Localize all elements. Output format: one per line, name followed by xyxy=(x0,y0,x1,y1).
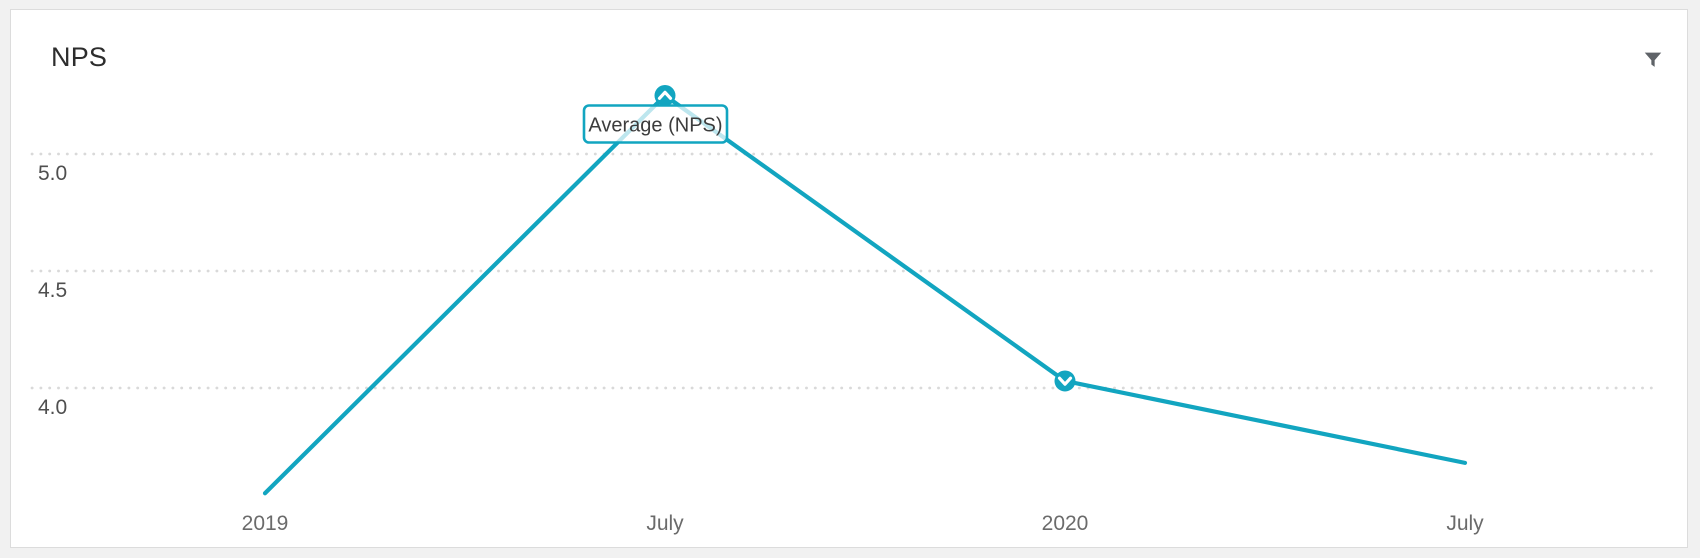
y-axis-tick-label: 5.0 xyxy=(38,162,67,185)
x-axis-tick-label: 2019 xyxy=(242,512,289,535)
chart-title: NPS xyxy=(51,42,108,72)
x-axis-tick-label: July xyxy=(646,512,684,535)
y-axis-tick-label: 4.0 xyxy=(38,396,67,419)
circle-chevron-up-icon xyxy=(657,90,673,100)
tooltip-box xyxy=(582,104,729,144)
circle-chevron-down-marker[interactable] xyxy=(1054,370,1076,392)
x-axis-tick-label: July xyxy=(1446,512,1484,535)
circle-chevron-down-icon xyxy=(1057,376,1073,386)
circle-chevron-up-marker[interactable] xyxy=(654,85,676,106)
filter-button[interactable] xyxy=(1640,47,1666,73)
y-axis-tick-label: 4.5 xyxy=(38,279,67,302)
nps-chart-card: NPS xyxy=(10,9,1688,548)
funnel-icon xyxy=(1644,52,1662,67)
x-axis-tick-label: 2020 xyxy=(1042,512,1089,535)
tooltip-label: Average (NPS) xyxy=(588,115,722,137)
nps-series-line xyxy=(262,93,1468,496)
